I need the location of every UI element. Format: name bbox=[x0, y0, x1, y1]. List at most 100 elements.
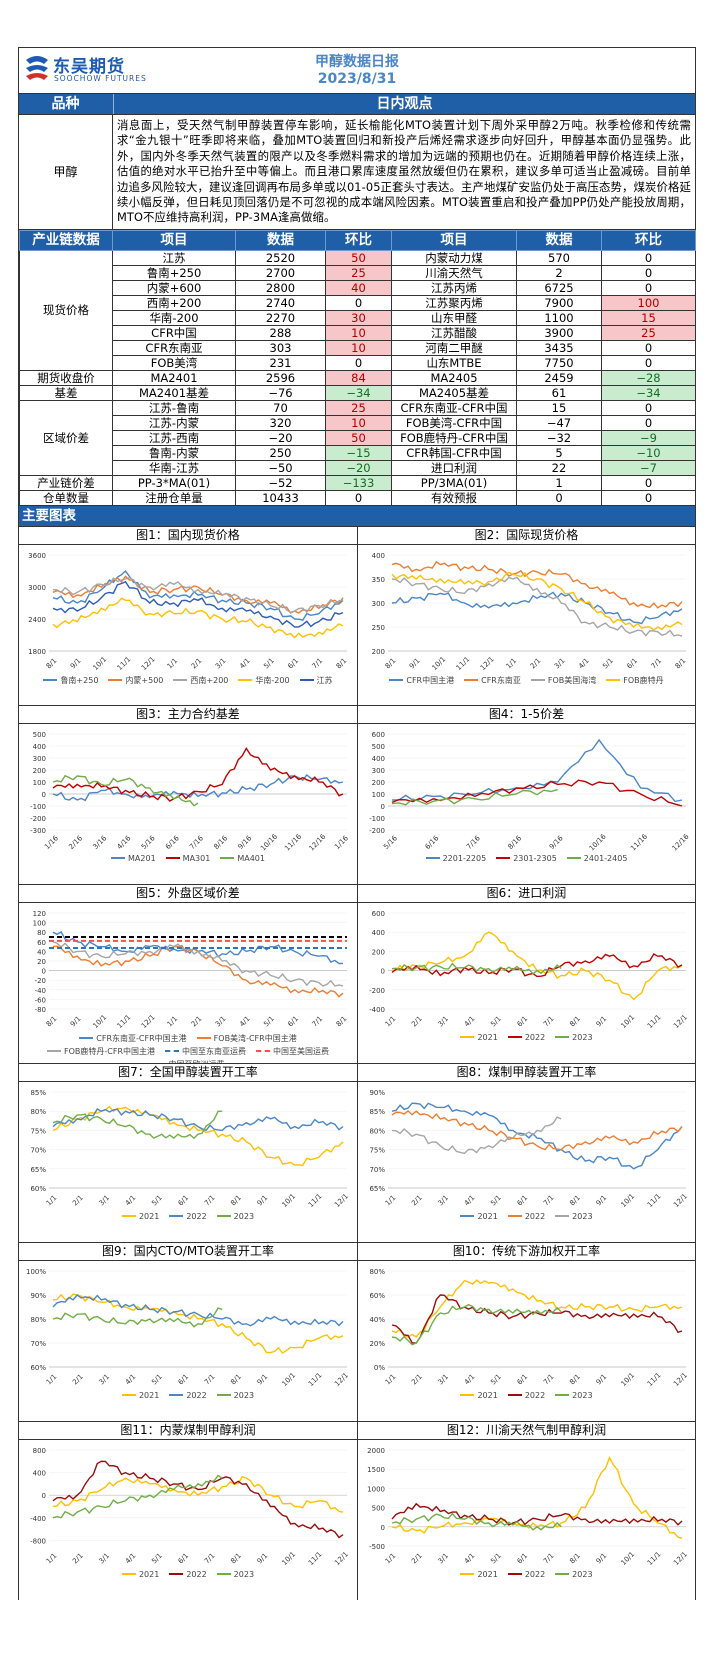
value-cell: 22 bbox=[516, 459, 602, 476]
legend-swatch bbox=[299, 679, 314, 682]
x-tick-label: 4/1 bbox=[124, 1552, 138, 1566]
series-line bbox=[391, 788, 558, 806]
x-tick-label: 5/1 bbox=[601, 657, 615, 671]
chart-cell-8: 图8：煤制甲醇装置开工率 90% 85% 80% 75% 70% 65% 1/1 2/1 3/1 4… bbox=[357, 1062, 695, 1242]
value-cell: 231 bbox=[235, 354, 326, 371]
value-cell: 2270 bbox=[235, 309, 326, 326]
change-cell: 100 bbox=[601, 294, 696, 311]
x-tick-label: 7/1 bbox=[311, 657, 325, 671]
legend-item: 2023 bbox=[555, 1391, 593, 1400]
legend-item: 华南-200 bbox=[238, 675, 290, 686]
x-tick-label: 1/1 bbox=[45, 1552, 59, 1566]
item-cell: MA2401基差 bbox=[112, 384, 236, 401]
x-tick-label: 1/16 bbox=[333, 834, 350, 851]
change-cell: 84 bbox=[325, 369, 392, 386]
legend-label: 2021 bbox=[477, 1569, 498, 1579]
x-tick-label: 3/1 bbox=[98, 1194, 112, 1208]
value-cell: 250 bbox=[235, 444, 326, 461]
series-line bbox=[391, 1279, 683, 1338]
legend-item: CFR中国主港 bbox=[389, 675, 454, 686]
legend-item: FOB鹿特丹 bbox=[606, 675, 664, 686]
x-tick-label: 7/1 bbox=[203, 1194, 217, 1208]
x-tick-label: 8/1 bbox=[568, 1015, 582, 1029]
y-tick-label: 40 bbox=[37, 948, 46, 956]
y-tick-label: 100 bbox=[372, 791, 385, 799]
x-tick-label: 8/1 bbox=[568, 1552, 582, 1566]
value-cell: 2800 bbox=[235, 279, 326, 296]
series-line bbox=[52, 1293, 344, 1354]
legend-item: 2022 bbox=[507, 1391, 545, 1400]
table-row: 华南-200 2270 30 山东甲醛 1100 15 bbox=[20, 309, 696, 326]
legend-swatch bbox=[165, 1050, 180, 1053]
x-tick-label: 11/1 bbox=[116, 655, 133, 672]
x-tick-label: 9/16 bbox=[548, 834, 565, 851]
legend-swatch bbox=[507, 1394, 522, 1397]
chart-cell-7: 图7：全国甲醇装置开工率 85% 80% 75% 70% 65% 60% 1/1 2/1 3/1 4… bbox=[19, 1062, 357, 1242]
legend-label: 中国至欧洲运费 bbox=[169, 1059, 225, 1063]
legend-label: 2201-2205 bbox=[442, 853, 487, 863]
item-cell: 河南二甲醚 bbox=[391, 339, 517, 356]
y-tick-label: 600 bbox=[372, 731, 385, 739]
group-label: 仓单数量 bbox=[19, 489, 113, 506]
legend-swatch bbox=[555, 1036, 570, 1039]
value-cell: −47 bbox=[516, 414, 602, 431]
legend-item: MA301 bbox=[165, 853, 211, 863]
chart-plot: 80% 60% 40% 20% 0%1/1 2/1 3/1 4/1 5/1 6/1 7/1 8/1 9/… bbox=[369, 1268, 689, 1388]
legend-item: 2022 bbox=[169, 1570, 207, 1579]
chart-title: 图7：全国甲醇装置开工率 bbox=[19, 1064, 357, 1082]
series-line bbox=[391, 1294, 683, 1344]
series-line bbox=[391, 1303, 562, 1346]
logo-mark-icon bbox=[26, 56, 48, 80]
legend-swatch bbox=[507, 1036, 522, 1039]
x-tick-label: 10/1 bbox=[431, 655, 448, 672]
value-cell: 7900 bbox=[516, 294, 602, 311]
value-cell: 1 bbox=[516, 474, 602, 491]
x-tick-label: 3/1 bbox=[98, 1373, 112, 1387]
x-tick-label: 8/1 bbox=[229, 1552, 243, 1566]
item-cell: 注册仓单量 bbox=[112, 489, 236, 506]
table-row: 西南+200 2740 0 江苏聚丙烯 7900 100 bbox=[20, 294, 696, 311]
y-tick-label: 1800 bbox=[28, 648, 46, 656]
y-tick-label: 70% bbox=[30, 1340, 46, 1348]
y-tick-label: 100% bbox=[26, 1268, 46, 1276]
chart-cell-3: 图3：主力合约基差 500 400 300 200 100 0 -100 -200 -300 1/1… bbox=[19, 704, 357, 884]
legend-label: 2022 bbox=[186, 1211, 207, 1221]
legend-item: CFR东南亚 bbox=[464, 675, 521, 686]
x-tick-label: 6/1 bbox=[625, 657, 639, 671]
legend-swatch bbox=[79, 1037, 94, 1040]
chart-cell-10: 图10：传统下游加权开工率 80% 60% 40% 20% 0% 1/1 2/1 3/1 4/1 5… bbox=[357, 1241, 695, 1421]
x-tick-label: 1/1 bbox=[384, 1552, 398, 1566]
y-tick-label: 400 bbox=[33, 1469, 46, 1477]
table-row: CFR中国 288 10 江苏醋酸 3900 25 bbox=[20, 324, 696, 341]
legend-item: 2022 bbox=[507, 1033, 545, 1042]
y-tick-label: 120 bbox=[33, 910, 46, 918]
y-tick-label: 1500 bbox=[367, 1466, 385, 1474]
x-tick-label: 3/1 bbox=[98, 1552, 112, 1566]
y-tick-label: 20% bbox=[369, 1340, 385, 1348]
legend-swatch bbox=[173, 679, 188, 682]
chart-legend: 2021 2022 2023 bbox=[19, 1391, 357, 1400]
y-tick-label: 0% bbox=[374, 1364, 385, 1372]
x-tick-label: 10/16 bbox=[588, 832, 608, 852]
legend-swatch bbox=[169, 1394, 184, 1397]
change-cell: 0 bbox=[601, 264, 696, 281]
change-cell: 0 bbox=[325, 354, 392, 371]
legend-item: 2201-2205 bbox=[425, 853, 487, 863]
change-cell: −20 bbox=[325, 459, 392, 476]
chart-legend: CFR东南亚-CFR中国主港 FOB美湾-CFR中国主港 FOB鹿特丹-CFR中国主… bbox=[19, 1033, 357, 1063]
y-tick-label: -60 bbox=[35, 996, 46, 1004]
group-label: 期货收盘价 bbox=[19, 369, 113, 386]
legend-item: 2021 bbox=[121, 1570, 159, 1579]
change-cell: 30 bbox=[325, 309, 392, 326]
y-tick-label: 400 bbox=[372, 755, 385, 763]
series-line bbox=[52, 1460, 344, 1539]
x-tick-label: 9/1 bbox=[69, 657, 83, 671]
item-cell: 山东甲醛 bbox=[391, 309, 517, 326]
legend-label: MA301 bbox=[182, 853, 211, 863]
x-tick-label: 3/1 bbox=[214, 1015, 228, 1029]
series-line bbox=[52, 1293, 344, 1327]
change-cell: 25 bbox=[325, 399, 392, 416]
